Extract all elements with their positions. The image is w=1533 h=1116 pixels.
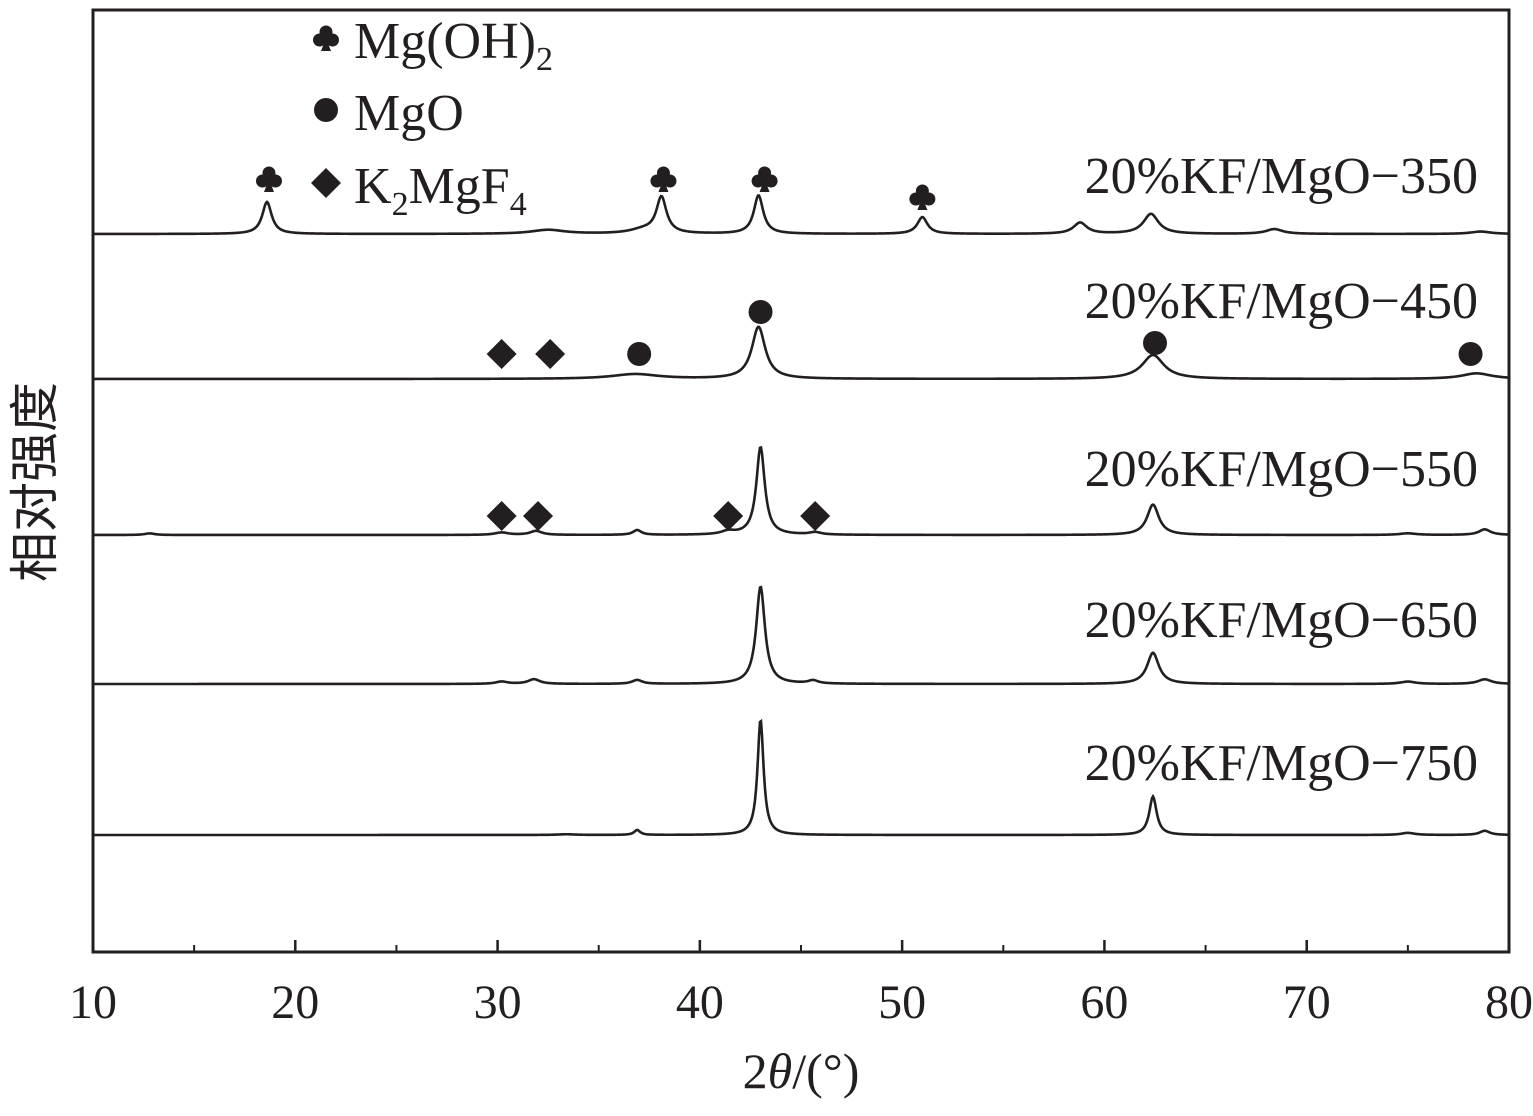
series-group: 20%KF/MgO−450 (93, 273, 1510, 381)
legend-label: Mg(OH)2 (354, 13, 553, 78)
x-tick-label: 10 (69, 976, 117, 1029)
series-label: 20%KF/MgO−550 (1085, 441, 1478, 498)
x-tick-label: 60 (1080, 976, 1128, 1029)
legend-club-marker (313, 25, 339, 51)
series-label: 20%KF/MgO−750 (1085, 735, 1478, 792)
x-axis-title: 2θ/(°) (743, 1043, 860, 1099)
series-line (93, 194, 1510, 236)
x-tick-label: 20 (271, 976, 319, 1029)
diamond-marker (486, 501, 517, 531)
series-line (93, 325, 1510, 381)
club-marker (650, 166, 677, 192)
y-axis-title: 相对强度 (7, 382, 63, 582)
x-tick-label: 70 (1283, 976, 1331, 1029)
x-tick-label: 80 (1485, 976, 1533, 1029)
series-group: 20%KF/MgO−550 (93, 441, 1510, 537)
series-label: 20%KF/MgO−350 (1085, 148, 1478, 205)
diamond-marker (800, 501, 831, 531)
diamond-marker (486, 339, 517, 369)
series-line (93, 585, 1510, 686)
series-line (93, 445, 1510, 537)
diamond-marker (535, 339, 566, 369)
circle-marker (627, 342, 652, 366)
diamond-marker (523, 501, 554, 531)
circle-marker (748, 300, 773, 324)
x-axis: 10 20 30 40 50 60 70 80 (69, 940, 1533, 1029)
x-tick-label: 30 (474, 976, 522, 1029)
club-marker (751, 166, 778, 192)
x-tick-label: 50 (878, 976, 926, 1029)
legend-circle-marker (314, 98, 338, 122)
series-group: 20%KF/MgO−650 (93, 585, 1510, 686)
legend-label: K2MgF4 (354, 158, 527, 223)
diamond-marker (713, 501, 744, 531)
legend-entry: MgO (314, 85, 464, 142)
club-marker (909, 184, 936, 210)
series-label: 20%KF/MgO−450 (1085, 273, 1478, 330)
circle-marker (1143, 331, 1167, 355)
legend-label: MgO (354, 85, 464, 142)
legend: Mg(OH)2 MgO K2MgF4 (311, 13, 553, 223)
series-label: 20%KF/MgO−650 (1085, 592, 1478, 649)
x-tick-label: 40 (676, 976, 724, 1029)
legend-diamond-marker (311, 168, 341, 198)
circle-marker (1458, 342, 1483, 366)
series-group: 20%KF/MgO−750 (93, 718, 1510, 837)
series-layer: 20%KF/MgO−350 20%KF/MgO−450 20%KF/MgO−550 2… (93, 148, 1510, 837)
legend-entry: K2MgF4 (311, 158, 527, 223)
series-group: 20%KF/MgO−350 (93, 148, 1510, 236)
series-line (93, 718, 1510, 837)
club-marker (255, 166, 282, 192)
legend-entry: Mg(OH)2 (313, 13, 553, 78)
